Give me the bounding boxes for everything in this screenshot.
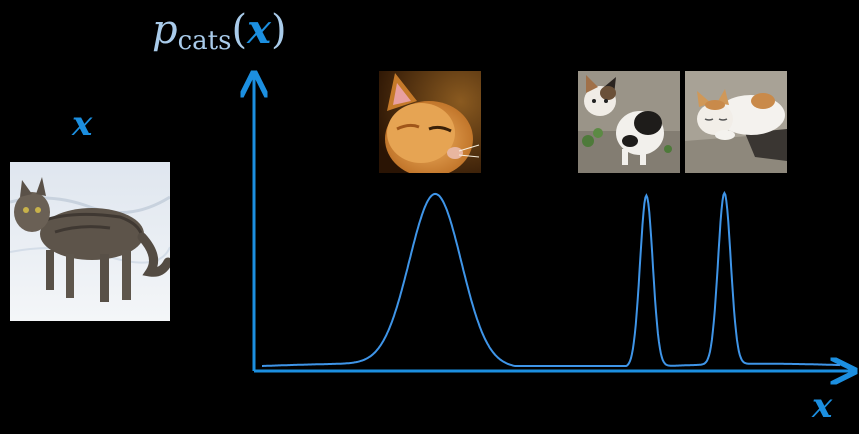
tabby-cat-image (10, 162, 170, 321)
title-argument: x (247, 6, 271, 53)
title-close-paren: ) (270, 7, 287, 53)
sleeping-cat-image (685, 71, 787, 173)
title-open-paren: ( (231, 7, 248, 53)
black-white-kitten-image (578, 71, 680, 173)
density-curve (262, 190, 841, 367)
x-axis-label: x (812, 386, 833, 426)
density-title: pcats(x) (152, 6, 287, 56)
orange-cat-image (379, 71, 481, 173)
title-subscript: cats (177, 26, 232, 56)
sample-variable-label: x (72, 104, 93, 144)
title-p: p (152, 7, 178, 53)
